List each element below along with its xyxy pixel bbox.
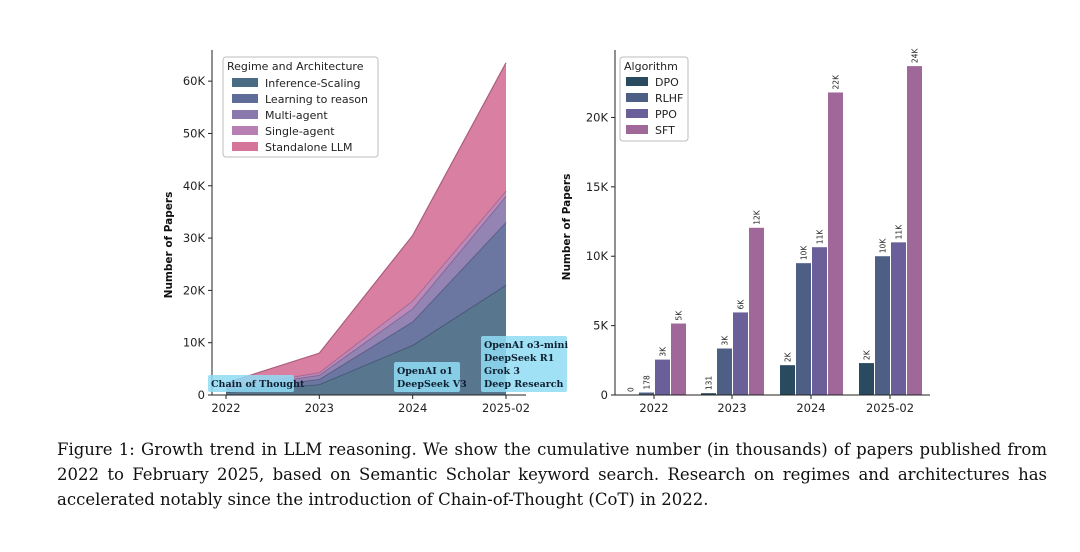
x-tick-label: 2024 <box>398 401 427 415</box>
y-tick-label: 15K <box>586 180 609 194</box>
area-line-4 <box>225 62 507 384</box>
legend-swatch <box>232 78 258 87</box>
figure-caption: Figure 1: Growth trend in LLM reasoning.… <box>57 440 1047 509</box>
y-tick-label: 0 <box>601 388 608 402</box>
bar <box>875 256 890 395</box>
area-series-1 <box>226 222 506 393</box>
bar-value-label: 3K <box>659 346 668 357</box>
legend-label: Multi-agent <box>265 109 328 122</box>
bar-value-label: 10K <box>879 238 888 254</box>
y-tick-label: 30K <box>183 231 206 245</box>
stacked-area-chart: 0 10K 20K 30K 40K 50K 60K 2022 2023 2024 2025-02 Nu… <box>163 50 568 415</box>
bar <box>796 263 811 395</box>
bar-value-label: 22K <box>832 74 841 90</box>
y-tick-label: 50K <box>183 126 206 140</box>
legend-swatch <box>626 125 648 134</box>
legend-label: SFT <box>655 124 675 137</box>
legend-swatch <box>232 94 258 103</box>
legend-swatch <box>626 93 648 102</box>
bar-value-label: 2K <box>784 351 793 362</box>
bar-value-label: 131 <box>705 376 714 391</box>
bar-value-label: 0 <box>627 387 636 392</box>
bar-value-label: 6K <box>737 299 746 310</box>
annotation-text: OpenAI o3-mini <box>484 340 568 351</box>
annotation-box <box>208 375 294 392</box>
x-tick-label: 2022 <box>639 401 668 415</box>
bar-value-label: 11K <box>895 224 904 240</box>
y-tick-label: 20K <box>586 110 609 124</box>
legend-box <box>222 56 379 158</box>
annotation-text: Deep Research <box>484 379 564 390</box>
bar-value-label: 178 <box>643 375 652 390</box>
y-tick-label: 10K <box>586 249 609 263</box>
bar-value-label: 10K <box>800 245 809 261</box>
bar <box>891 242 906 395</box>
annotation-box <box>481 336 567 392</box>
bar <box>655 359 670 395</box>
legend-swatch <box>232 142 258 151</box>
x-tick-label: 2022 <box>211 401 240 415</box>
y-tick-label: 40K <box>183 179 206 193</box>
bar <box>828 92 843 395</box>
annotation-text: Grok 3 <box>484 366 520 377</box>
y-tick-label: 60K <box>183 74 206 88</box>
bar <box>671 323 686 395</box>
legend-label: PPO <box>655 108 677 121</box>
legend-title: Regime and Architecture <box>227 60 364 73</box>
annotation-text: OpenAI o1 <box>397 366 453 377</box>
bar <box>749 227 764 395</box>
bar-value-label: 11K <box>816 229 825 245</box>
y-tick-label: 5K <box>593 319 608 333</box>
x-tick-label: 2025-02 <box>866 401 914 415</box>
x-tick-label: 2023 <box>305 401 334 415</box>
bar <box>733 312 748 395</box>
legend-label: Learning to reason <box>265 93 368 106</box>
grouped-bar-chart: 0 178 3K 5K 2022 131 3K 6K 12K 2023 2K 10K 11K 22K 202… <box>561 48 930 415</box>
legend-title: Algorithm <box>624 60 678 73</box>
area-series-4 <box>226 62 506 389</box>
annotation-box <box>394 362 460 392</box>
annotation-text: DeepSeek R1 <box>484 353 554 364</box>
y-tick-label: 0 <box>198 388 205 402</box>
legend-label: Standalone LLM <box>265 141 353 154</box>
bar-value-label: 5K <box>675 310 684 321</box>
legend-swatch <box>626 109 648 118</box>
legend-label: Inference-Scaling <box>265 77 361 90</box>
bar <box>859 363 874 395</box>
x-tick-label: 2024 <box>796 401 825 415</box>
bar <box>780 365 795 395</box>
y-axis-title: Number of Papers <box>163 192 175 299</box>
bar-value-label: 3K <box>721 335 730 346</box>
annotation-text: DeepSeek V3 <box>397 379 467 390</box>
y-tick-label: 10K <box>183 336 206 350</box>
legend-swatch <box>232 126 258 135</box>
y-axis-title: Number of Papers <box>561 174 573 281</box>
bar-value-label: 12K <box>753 209 762 225</box>
legend-label: Single-agent <box>265 125 335 138</box>
legend-label: RLHF <box>655 92 683 105</box>
bar <box>639 392 654 395</box>
y-tick-label: 20K <box>183 283 206 297</box>
bar-value-label: 2K <box>863 349 872 360</box>
bar <box>907 66 922 395</box>
annotation-text: Chain of Thought <box>211 379 305 390</box>
x-tick-label: 2023 <box>717 401 746 415</box>
legend-swatch <box>626 77 648 86</box>
bar <box>812 247 827 395</box>
x-tick-label: 2025-02 <box>482 401 530 415</box>
bar-value-label: 24K <box>911 48 920 64</box>
bar <box>717 348 732 395</box>
bar <box>701 393 716 395</box>
figure-canvas: 0 10K 20K 30K 40K 50K 60K 2022 2023 2024 2025-02 Nu… <box>163 48 930 415</box>
legend-label: DPO <box>655 76 679 89</box>
legend-swatch <box>232 110 258 119</box>
